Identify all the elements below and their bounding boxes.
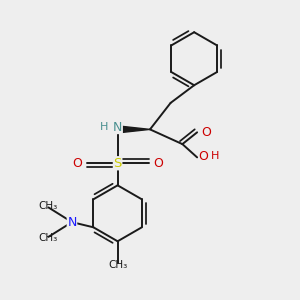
Text: CH₃: CH₃ [108,260,127,270]
Text: O: O [199,150,208,163]
Text: CH₃: CH₃ [39,201,58,211]
Text: O: O [202,126,212,139]
Text: H: H [211,151,220,161]
Text: CH₃: CH₃ [39,233,58,243]
Text: O: O [72,157,82,170]
Text: O: O [153,157,163,170]
Polygon shape [118,126,150,133]
Text: H: H [100,122,109,132]
Text: N: N [67,216,77,229]
Text: N: N [113,121,122,134]
Text: S: S [113,157,122,170]
